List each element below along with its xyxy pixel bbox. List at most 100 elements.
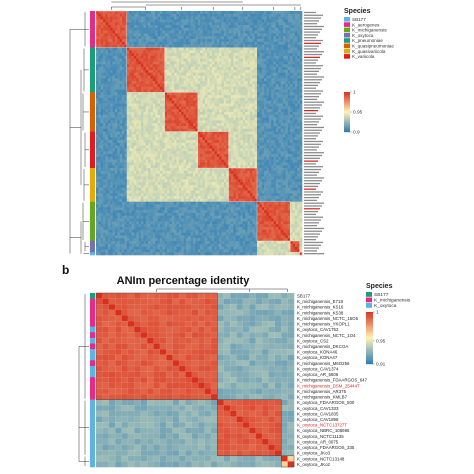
heatmap-cell bbox=[174, 61, 177, 65]
heatmap-cell bbox=[167, 103, 170, 107]
heatmap-cell bbox=[171, 100, 175, 104]
heatmap-cell bbox=[266, 83, 270, 88]
heatmap-cell bbox=[226, 114, 229, 118]
heatmap-cell bbox=[164, 11, 168, 15]
heatmap-cell bbox=[259, 81, 263, 85]
heatmap-cell bbox=[209, 75, 213, 79]
heatmap-cell bbox=[257, 120, 260, 124]
heatmap-cell bbox=[174, 128, 177, 132]
heatmap-cell bbox=[138, 154, 142, 158]
heatmap-cell bbox=[126, 89, 130, 93]
heatmap-cell bbox=[114, 55, 118, 59]
heatmap-cell bbox=[216, 103, 220, 107]
heatmap-cell bbox=[145, 106, 149, 110]
heatmap-cell bbox=[145, 30, 149, 34]
heatmap-cell bbox=[249, 156, 253, 160]
heatmap-cell bbox=[112, 30, 116, 34]
heatmap-cell bbox=[219, 103, 222, 107]
heatmap-cell bbox=[193, 137, 196, 141]
heatmap-cell bbox=[228, 69, 232, 73]
heatmap-cell bbox=[190, 148, 194, 152]
heatmap-cell bbox=[140, 41, 144, 45]
heatmap-cell bbox=[233, 148, 236, 152]
heatmap-cell bbox=[119, 69, 123, 73]
heatmap-cell bbox=[176, 123, 180, 127]
heatmap-cell bbox=[126, 117, 130, 121]
heatmap-cell bbox=[131, 106, 135, 110]
heatmap-cell bbox=[219, 159, 222, 163]
heatmap-cell bbox=[129, 111, 132, 116]
heatmap-cell bbox=[174, 131, 177, 135]
heatmap-cell bbox=[100, 131, 104, 135]
heatmap-cell bbox=[117, 13, 120, 17]
heatmap-cell bbox=[278, 67, 281, 71]
heatmap-cell bbox=[183, 165, 187, 169]
heatmap-cell bbox=[122, 75, 125, 79]
heatmap-cell bbox=[238, 22, 241, 26]
heatmap-cell bbox=[122, 16, 125, 20]
heatmap-cell bbox=[216, 39, 220, 43]
heatmap-cell bbox=[247, 67, 251, 71]
heatmap-cell bbox=[129, 78, 132, 82]
heatmap-cell bbox=[136, 58, 139, 62]
heatmap-cell bbox=[119, 117, 123, 121]
heatmap-cell bbox=[278, 103, 281, 107]
heatmap-cell bbox=[209, 89, 213, 93]
heatmap-cell bbox=[292, 25, 296, 29]
heatmap-cell bbox=[280, 100, 284, 104]
heatmap-cell bbox=[261, 78, 265, 82]
heatmap-cell bbox=[273, 50, 277, 54]
heatmap-cell bbox=[122, 11, 125, 15]
heatmap-cell bbox=[268, 86, 272, 90]
heatmap-cell bbox=[275, 50, 279, 54]
heatmap-cell bbox=[124, 114, 128, 118]
heatmap-cell bbox=[190, 114, 194, 118]
heatmap-cell bbox=[176, 162, 180, 166]
heatmap-cell bbox=[169, 106, 173, 110]
heatmap-cell bbox=[145, 61, 149, 65]
heatmap-cell bbox=[107, 13, 111, 17]
heatmap-cell bbox=[233, 165, 236, 169]
heatmap-cell bbox=[204, 145, 208, 149]
heatmap-cell bbox=[183, 30, 187, 34]
heatmap-cell bbox=[162, 117, 165, 121]
heatmap-cell bbox=[159, 120, 163, 124]
heatmap-cell bbox=[100, 69, 104, 73]
heatmap-cell bbox=[96, 114, 99, 118]
heatmap-cell bbox=[278, 89, 281, 93]
heatmap-cell bbox=[252, 36, 255, 40]
heatmap-cell bbox=[226, 154, 229, 158]
heatmap-cell bbox=[228, 89, 232, 93]
heatmap-cell bbox=[268, 100, 272, 104]
heatmap-cell bbox=[285, 58, 289, 62]
heatmap-cell bbox=[169, 128, 173, 132]
heatmap-cell bbox=[114, 125, 118, 130]
heatmap-cell bbox=[150, 142, 154, 146]
heatmap-cell bbox=[162, 67, 165, 71]
heatmap-cell bbox=[285, 120, 289, 124]
heatmap-cell bbox=[150, 148, 154, 152]
heatmap-cell bbox=[183, 159, 187, 163]
heatmap-cell bbox=[223, 41, 227, 45]
heatmap-cell bbox=[297, 13, 300, 17]
heatmap-cell bbox=[214, 111, 218, 116]
heatmap-cell bbox=[264, 159, 267, 163]
heatmap-cell bbox=[103, 13, 106, 17]
heatmap-cell bbox=[185, 36, 189, 40]
heatmap-cell bbox=[112, 33, 116, 37]
heatmap-cell bbox=[152, 75, 156, 79]
heatmap-cell bbox=[150, 86, 154, 90]
heatmap-cell bbox=[197, 148, 201, 152]
heatmap-cell bbox=[257, 154, 260, 158]
heatmap-cell bbox=[273, 44, 277, 48]
heatmap-cell bbox=[271, 81, 274, 85]
heatmap-cell bbox=[157, 30, 161, 34]
heatmap-cell bbox=[112, 137, 116, 141]
heatmap-cell bbox=[261, 106, 265, 110]
heatmap-cell bbox=[290, 106, 293, 110]
heatmap-cell bbox=[247, 109, 251, 113]
heatmap-cell bbox=[110, 53, 113, 57]
heatmap-cell bbox=[259, 123, 263, 127]
heatmap-cell bbox=[98, 67, 102, 71]
heatmap-cell bbox=[133, 16, 137, 20]
